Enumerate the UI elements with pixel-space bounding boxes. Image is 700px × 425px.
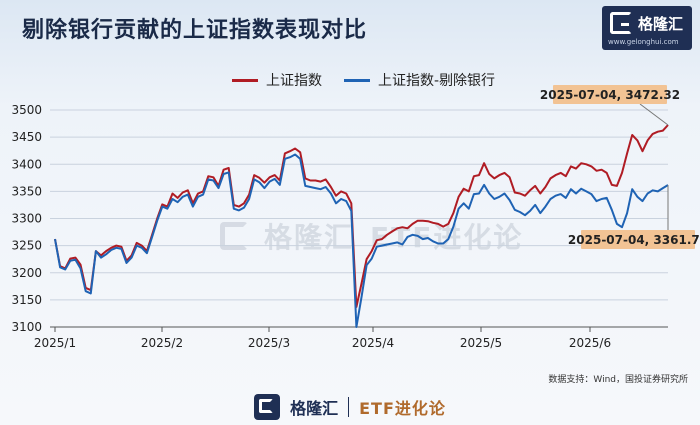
logo-url: www.gelonghui.com: [608, 38, 679, 46]
y-tick-label: 3350: [11, 184, 42, 198]
y-tick-label: 3200: [11, 266, 42, 280]
watermark-brand: 格隆汇: [264, 221, 355, 254]
footer: 格隆汇 ETF进化论: [0, 388, 700, 425]
y-tick-label: 3100: [11, 320, 42, 334]
annotation-series2-box: [581, 230, 695, 249]
legend-swatch-series1: [232, 78, 258, 82]
footer-logo-icon: [254, 393, 281, 420]
annotation-series2-label: 2025-07-04, 3361.79: [568, 233, 700, 247]
y-tick-label: 3500: [11, 103, 42, 117]
y-tick-label: 3300: [11, 212, 42, 226]
series-line-shanghai-index: [54, 124, 669, 308]
y-tick-label: 3250: [11, 239, 42, 253]
chart-title: 剔除银行贡献的上证指数表现对比: [22, 18, 368, 43]
annotation-series1-box: [553, 85, 667, 104]
legend-item-series1: 上证指数: [232, 70, 322, 90]
x-tick-label: 2025/3: [248, 336, 290, 350]
x-tick-label: 2025/2: [141, 336, 183, 350]
x-tick-label: 2025/1: [34, 336, 76, 350]
legend-label-series2: 上证指数-剔除银行: [378, 73, 496, 89]
legend-label-series1: 上证指数: [266, 73, 322, 89]
footer-brand: 格隆汇: [290, 398, 339, 418]
legend-item-series2: 上证指数-剔除银行: [344, 70, 495, 90]
legend-swatch-series2: [344, 78, 370, 82]
x-tick-label: 2025/6: [569, 336, 611, 350]
watermark: 格隆汇 ETF进化论: [220, 216, 523, 256]
x-tick-label: 2025/4: [352, 336, 394, 350]
series-line-ex-banks: [54, 153, 669, 328]
y-tick-label: 3150: [11, 293, 42, 307]
y-tick-label: 3450: [11, 130, 42, 144]
watermark-etf: ETF进化论: [370, 221, 524, 254]
chart-legend: 上证指数 上证指数-剔除银行: [232, 70, 495, 90]
footer-divider: [348, 396, 350, 417]
annotation-series1-label: 2025-07-04, 3472.32: [540, 88, 680, 102]
annotation-leader-line: [639, 103, 669, 126]
logo-text: 格隆汇: [638, 15, 684, 33]
brand-logo: 格隆汇 www.gelonghui.com: [602, 6, 692, 50]
x-tick-label: 2025/5: [460, 336, 502, 350]
source-note: 数据支持：Wind，国投证券研究所: [548, 375, 688, 385]
logo-g-icon: [610, 12, 632, 34]
footer-etf: ETF进化论: [359, 398, 446, 418]
watermark-logo-icon: [220, 222, 248, 250]
y-tick-label: 3400: [11, 157, 42, 171]
